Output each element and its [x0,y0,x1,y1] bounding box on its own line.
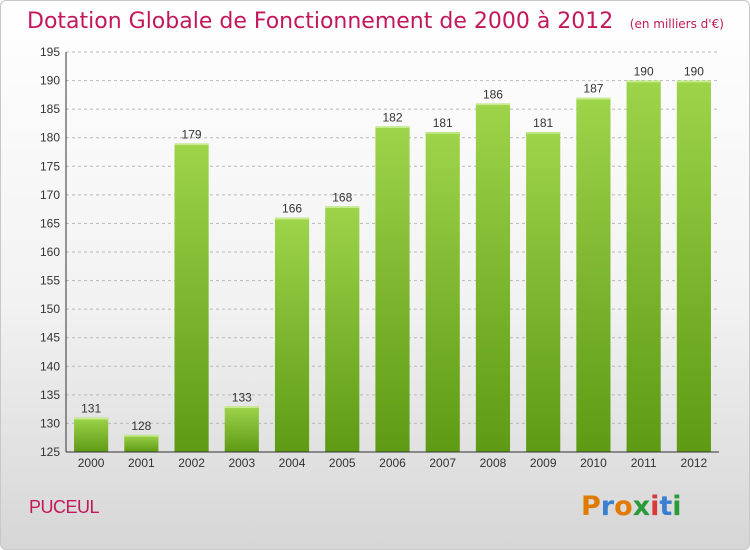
data-label-2009: 181 [533,116,553,130]
y-tick-label: 185 [40,102,60,116]
logo-letter: o [614,491,633,522]
logo-letter: i [650,491,660,522]
y-tick-label: 180 [40,131,60,145]
y-tick-label: 160 [40,245,60,259]
y-tick-label: 140 [40,359,60,373]
y-tick-label: 150 [40,302,60,316]
y-tick-label: 165 [40,216,60,230]
chart-title: Dotation Globale de Fonctionnement de 20… [27,9,614,34]
x-tick-label: 2004 [279,456,306,470]
logo-letter: x [632,491,651,522]
bar-2000[interactable] [74,417,109,452]
x-tick-label: 2007 [429,456,456,470]
bar-2012[interactable] [676,80,711,453]
logo-letter: t [659,491,673,522]
data-label-2001: 128 [131,419,151,433]
y-tick-label: 130 [40,416,60,430]
data-label-2007: 181 [433,116,453,130]
x-tick-label: 2009 [530,456,557,470]
bar-2010[interactable] [576,97,611,452]
logo-letter: P [581,491,601,522]
y-tick-label: 125 [40,445,60,459]
bar-2002[interactable] [174,143,209,452]
y-tick-label: 190 [40,74,60,88]
data-label-2010: 187 [583,82,603,96]
bar-2003[interactable] [224,406,259,452]
x-tick-label: 2008 [480,456,507,470]
bar-2001[interactable] [124,434,159,452]
bar-2007[interactable] [425,132,460,452]
x-tick-label: 2011 [631,456,657,470]
y-tick-label: 145 [40,331,60,345]
bar-2004[interactable] [274,217,310,452]
y-tick-label: 195 [40,45,60,59]
y-tick-label: 175 [40,159,60,173]
x-tick-label: 2001 [128,456,155,470]
bars [74,80,711,453]
logo-letter: r [600,491,615,522]
y-tick-label: 155 [40,274,60,288]
x-tick-label: 2000 [78,456,105,470]
axes: 125 130 135 140 145 150 155 160 165 170 175 180 185 1… [40,45,719,470]
data-label-2003: 133 [232,390,252,404]
x-tick-label: 2005 [329,456,356,470]
data-label-2004: 166 [282,202,302,216]
x-tick-label: 2012 [681,456,708,470]
title-block: Dotation Globale de Fonctionnement de 20… [27,9,724,34]
bar-2005[interactable] [325,206,360,452]
data-label-2012: 190 [684,65,704,79]
data-label-2005: 168 [332,190,352,204]
x-tick-label: 2002 [178,456,205,470]
bar-2009[interactable] [526,132,561,452]
x-tick-label: 2003 [228,456,255,470]
data-label-2000: 131 [81,402,101,416]
data-label-2008: 186 [483,87,503,101]
y-tick-label: 170 [40,188,60,202]
bar-2011[interactable] [626,80,661,453]
chart-subtitle: (en milliers d'€) [629,17,724,31]
y-tick-label: 135 [40,388,60,402]
logo-letter: i [672,491,682,522]
bar-2006[interactable] [375,126,410,453]
x-tick-label: 2010 [580,456,607,470]
bar-2008[interactable] [475,103,511,452]
commune-name: PUCEUL [29,497,100,517]
data-label-2002: 179 [182,127,202,141]
data-label-2011: 190 [634,65,654,79]
data-label-2006: 182 [382,110,402,124]
x-tick-label: 2006 [379,456,406,470]
proxiti-logo[interactable]: Proxiti [581,491,682,522]
